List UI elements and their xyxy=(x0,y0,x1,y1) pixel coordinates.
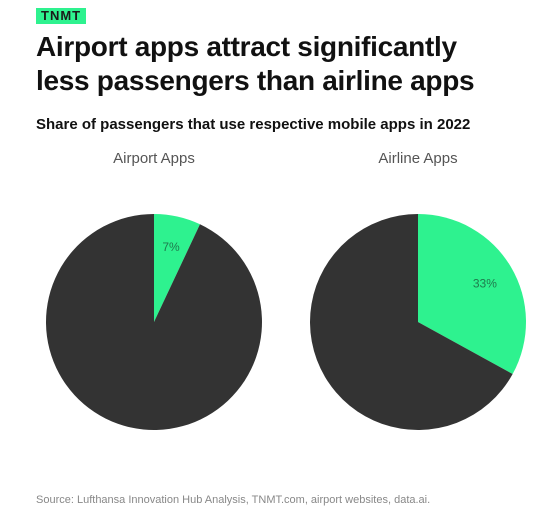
pie-slice-airport-1 xyxy=(45,213,262,431)
pie-title-airport: Airport Apps xyxy=(113,150,195,167)
source-note: Source: Lufthansa Innovation Hub Analysi… xyxy=(36,494,431,506)
title-line-1: Airport apps attract significantly xyxy=(36,31,457,62)
pie-label-airline: 33% xyxy=(473,276,497,290)
chart-subtitle: Share of passengers that use respective … xyxy=(36,116,471,133)
title-line-2: less passengers than airline apps xyxy=(36,65,475,96)
pie-title-airline: Airline Apps xyxy=(378,150,458,167)
pie-slice-airport-0 xyxy=(154,214,200,322)
brand-logo: TNMT xyxy=(36,8,87,24)
page-title: Airport apps attract significantly less … xyxy=(36,30,536,98)
pie-slice-airline-1 xyxy=(309,214,513,430)
pie-slice-airline-0 xyxy=(418,214,526,375)
pie-label-airport: 7% xyxy=(162,240,180,254)
